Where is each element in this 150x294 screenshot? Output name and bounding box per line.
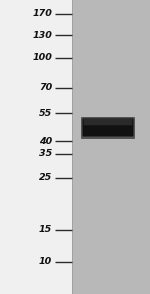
Text: 170: 170 xyxy=(32,9,52,19)
Text: 35: 35 xyxy=(39,150,52,158)
Text: 100: 100 xyxy=(32,54,52,63)
Text: 40: 40 xyxy=(39,136,52,146)
Text: 55: 55 xyxy=(39,108,52,118)
Text: 130: 130 xyxy=(32,31,52,39)
Bar xyxy=(0,0,72,294)
Text: 25: 25 xyxy=(39,173,52,183)
Text: 10: 10 xyxy=(39,258,52,266)
FancyBboxPatch shape xyxy=(84,119,132,125)
FancyBboxPatch shape xyxy=(82,118,134,136)
Text: 15: 15 xyxy=(39,225,52,235)
Text: 70: 70 xyxy=(39,83,52,93)
FancyBboxPatch shape xyxy=(81,117,135,139)
